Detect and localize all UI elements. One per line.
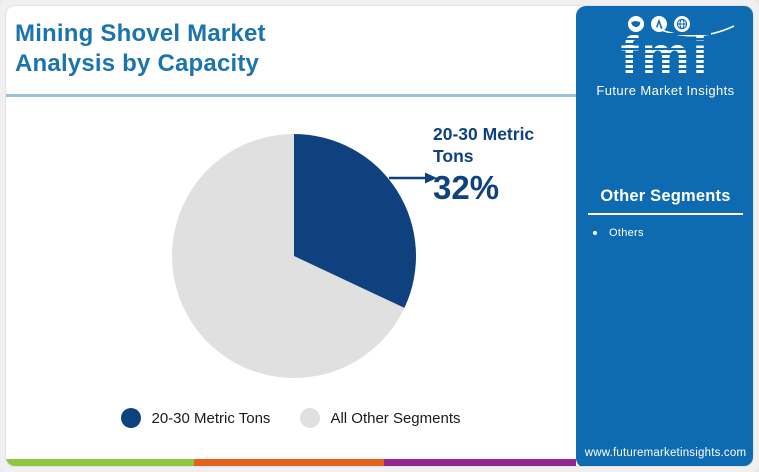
strip-purple <box>384 459 576 466</box>
sidebar-underline <box>588 213 743 215</box>
strip-green <box>6 459 194 466</box>
website-url: www.futuremarketinsights.com <box>584 447 747 459</box>
page-title: Mining Shovel Market Analysis by Capacit… <box>15 19 266 79</box>
fmi-logo-subtext: Future Market Insights <box>596 83 735 98</box>
page-title-line1: Mining Shovel Market <box>15 20 266 47</box>
legend-swatch-primary <box>121 408 142 428</box>
usa-map-icon <box>628 16 644 32</box>
logo-icons-row <box>628 14 735 37</box>
content-card: Mining Shovel Market Analysis by Capacit… <box>5 5 754 467</box>
page-title-line2: Analysis by Capacity <box>15 50 260 77</box>
header-divider <box>6 94 576 97</box>
strip-orange <box>194 459 384 466</box>
pie-callout: 20-30 Metric Tons 32% <box>433 123 557 207</box>
callout-label: 20-30 Metric Tons <box>433 124 535 166</box>
fmi-logo-text: fmi <box>620 26 711 86</box>
sidebar-section-title: Other Segments <box>600 187 731 205</box>
legend-label-primary: 20-30 Metric Tons <box>151 409 271 427</box>
chart-legend: 20-30 Metric Tons All Other Segments <box>6 408 576 428</box>
bullet-icon <box>593 231 597 235</box>
globe-icon <box>674 16 690 32</box>
callout-arrow-icon <box>389 172 437 184</box>
legend-swatch-rest <box>300 408 321 428</box>
sidebar-list-item: Others <box>593 227 747 239</box>
fmi-logo-block: fmi Future Market Insights <box>576 14 753 98</box>
legend-item-rest: All Other Segments <box>300 408 461 428</box>
sidebar-list-item-label: Others <box>609 227 644 239</box>
legend-label-rest: All Other Segments <box>330 409 461 427</box>
legend-item-primary: 20-30 Metric Tons <box>121 408 270 428</box>
footer-color-strip <box>6 459 576 466</box>
pie-chart <box>172 134 416 378</box>
callout-value: 32% <box>433 169 500 206</box>
fmi-logo: fmi <box>620 26 711 86</box>
pie-slice-primary <box>294 134 416 308</box>
sidebar-segment-list: Others <box>593 227 747 239</box>
brand-sidebar: fmi Future Market Insights Other Segment… <box>576 6 753 466</box>
